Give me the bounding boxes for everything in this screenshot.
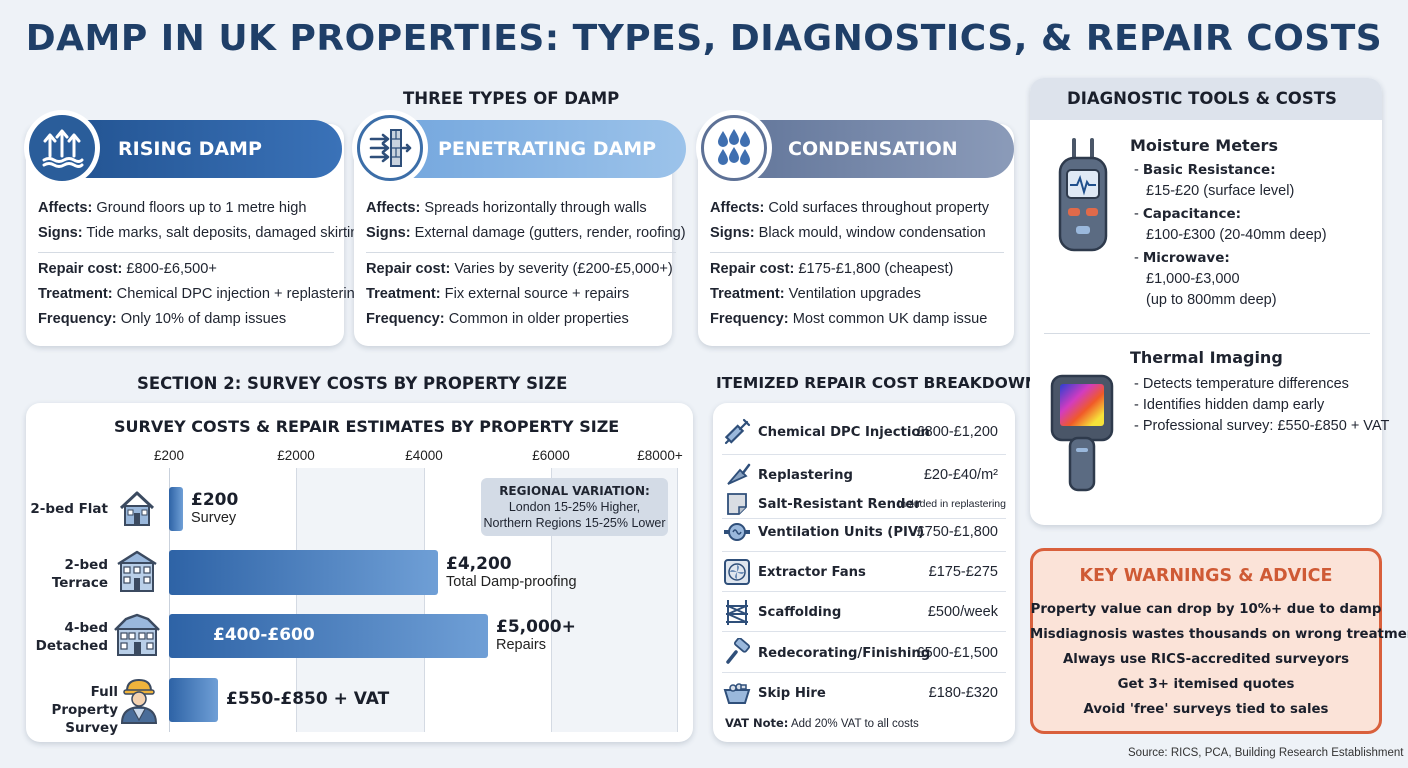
rising-arrows-icon (29, 115, 95, 181)
bar-label-2bed-flat: £200 Survey (191, 490, 239, 526)
paint-roller-icon (722, 638, 752, 668)
bar-4bed-detached: £400-£600 (169, 614, 488, 658)
thermal-imaging-title: Thermal Imaging (1130, 348, 1283, 367)
row-label-2bed-terrace: 2-bed Terrace (51, 557, 108, 591)
moisture-meters-list: - Basic Resistance: £15-£20 (surface lev… (1134, 162, 1327, 308)
divider (1044, 333, 1370, 334)
key-warnings-card (1030, 548, 1382, 734)
render-sheet-icon (722, 489, 752, 519)
rising-damp-badge (24, 110, 100, 186)
regional-variation-title: REGIONAL VARIATION: (499, 484, 650, 498)
penetrating-damp-badge (352, 110, 428, 186)
bar-label-4bed-detached: £5,000+ Repairs (496, 617, 576, 653)
bar-label-full-survey: £550-£850 + VAT (226, 689, 390, 709)
repair-breakdown-card (713, 403, 1015, 742)
regional-variation-note: REGIONAL VARIATION: London 15-25% Higher… (481, 478, 668, 536)
detached-house-icon (114, 613, 160, 656)
divider (722, 631, 1006, 632)
bar-label-2bed-terrace: £4,200 Total Damp-proofing (446, 554, 577, 590)
repair-row: Salt-Resistant Render Included in replas… (722, 488, 1012, 520)
row-label-2bed-flat: 2-bed Flat (30, 501, 108, 517)
thermal-imaging-list: - Detects temperature differences - Iden… (1134, 376, 1390, 434)
terrace-house-icon (117, 550, 157, 592)
repair-row: Extractor Fans £175-£275 (722, 556, 1012, 588)
grid-line (169, 468, 170, 732)
source-note: Source: RICS, PCA, Building Research Est… (1128, 747, 1404, 759)
chart-title: SURVEY COSTS & REPAIR ESTIMATES BY PROPE… (114, 417, 620, 436)
penetrating-damp-details: Affects: Spreads horizontally through wa… (366, 200, 686, 241)
skip-icon (722, 678, 752, 708)
repair-row: Ventilation Units (PIV) £750-£1,800 (722, 516, 1012, 548)
bar-2bed-terrace (169, 550, 438, 595)
scaffold-icon (722, 597, 752, 627)
condensation-details: Affects: Cold surfaces throughout proper… (710, 200, 990, 241)
penetrating-damp-title: PENETRATING DAMP (438, 138, 657, 160)
fan-icon (722, 557, 752, 587)
wall-arrows-icon (357, 115, 423, 181)
surveyor-icon (120, 678, 158, 724)
condensation-badge (696, 110, 772, 186)
bar-2bed-flat (169, 487, 183, 531)
regional-variation-line: Northern Regions 15-25% Lower (483, 516, 666, 530)
water-drops-icon (701, 115, 767, 181)
warnings-list: Property value can drop by 10%+ due to d… (1030, 602, 1408, 717)
repair-row: Chemical DPC Injection £800-£1,200 (722, 416, 1012, 448)
grid-line (551, 468, 552, 732)
flat-icon (119, 491, 155, 526)
rising-damp-details: Affects: Ground floors up to 1 metre hig… (38, 200, 367, 241)
grid-band (296, 468, 424, 732)
repair-row: Scaffolding £500/week (722, 596, 1012, 628)
section2-heading: SECTION 2: SURVEY COSTS BY PROPERTY SIZE (137, 374, 568, 393)
row-label-4bed-detached: 4-bed Detached (35, 620, 108, 654)
types-heading: THREE TYPES OF DAMP (403, 89, 620, 108)
vat-note: VAT Note: Add 20% VAT to all costs (725, 716, 919, 730)
moisture-meter-icon (1058, 138, 1108, 252)
thermal-camera-icon (1050, 374, 1114, 492)
grid-line (296, 468, 297, 732)
trowel-icon (722, 460, 752, 490)
divider (722, 518, 1006, 519)
tools-heading: DIAGNOSTIC TOOLS & COSTS (1067, 89, 1337, 108)
warnings-title: KEY WARNINGS & ADVICE (1079, 566, 1333, 586)
rising-damp-title: RISING DAMP (118, 138, 262, 160)
rising-damp-costs: Repair cost: £800-£6,500+ Treatment: Che… (38, 261, 363, 327)
penetrating-damp-costs: Repair cost: Varies by severity (£200-£5… (366, 261, 673, 327)
divider (366, 252, 676, 253)
divider (722, 454, 1006, 455)
divider (722, 672, 1006, 673)
divider (38, 252, 334, 253)
repair-row: Skip Hire £180-£320 (722, 677, 1012, 709)
tools-header-bar (1030, 78, 1382, 120)
divider (722, 591, 1006, 592)
row-label-full-survey: Full Property Survey (51, 684, 118, 736)
repair-heading: ITEMIZED REPAIR COST BREAKDOWN (716, 374, 1038, 392)
divider (710, 252, 1004, 253)
bar-full-survey (169, 678, 218, 722)
regional-variation-line: London 15-25% Higher, (508, 500, 641, 514)
grid-line (424, 468, 425, 732)
divider (722, 551, 1006, 552)
syringe-icon (722, 417, 752, 447)
vent-unit-icon (722, 517, 752, 547)
condensation-costs: Repair cost: £175-£1,800 (cheapest) Trea… (710, 261, 988, 327)
repair-row: Replastering £20-£40/m² (722, 459, 1012, 491)
page-title: DAMP IN UK PROPERTIES: TYPES, DIAGNOSTIC… (25, 18, 1383, 59)
repair-row: Redecorating/Finishing £500-£1,500 (722, 637, 1012, 669)
grid-line (677, 468, 678, 732)
condensation-title: CONDENSATION (788, 138, 958, 160)
bar-inner-label: £400-£600 (213, 625, 315, 645)
moisture-meters-title: Moisture Meters (1130, 136, 1278, 155)
